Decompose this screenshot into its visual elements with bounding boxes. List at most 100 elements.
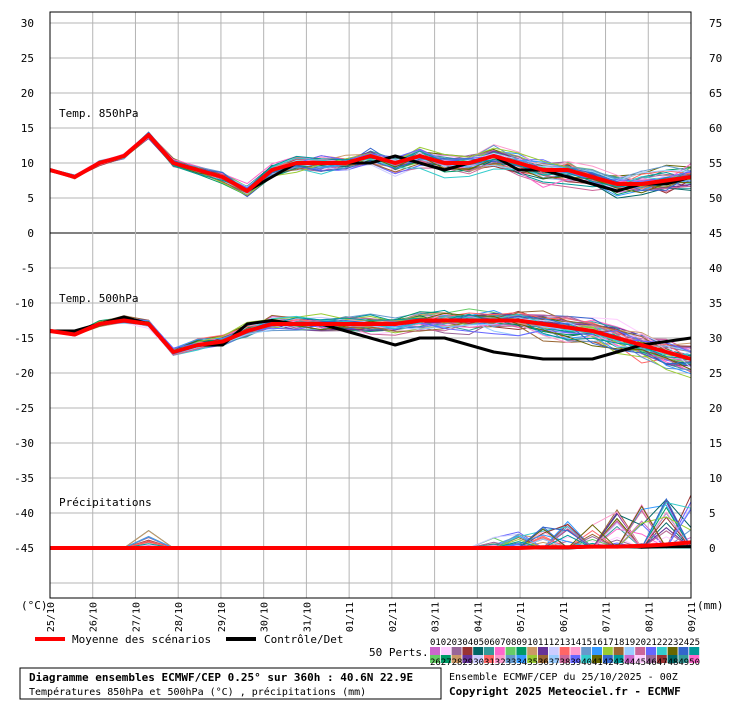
perts-number: 36 (538, 658, 549, 668)
footer-subtitle: Températures 850hPa et 500hPa (°C) , pré… (29, 686, 366, 698)
x-tick-label: 25/10 (46, 602, 57, 632)
perts-swatch (635, 647, 646, 655)
perts-swatch (505, 647, 516, 655)
perts-number: 23 (668, 638, 679, 648)
perts-number: 27 (441, 658, 452, 668)
perts-number: 04 (462, 638, 473, 648)
perts-swatch (667, 647, 678, 655)
perts-swatch (689, 647, 700, 655)
left-tick-label: -20 (14, 367, 34, 380)
right-tick-label: 55 (709, 157, 722, 170)
right-tick-label: 35 (709, 297, 722, 310)
perts-number: 12 (549, 638, 560, 648)
right-tick-label: 75 (709, 17, 722, 30)
perts-swatch (494, 655, 505, 663)
perts-number: 16 (592, 638, 603, 648)
right-tick-label: 40 (709, 262, 722, 275)
left-tick-label: -10 (14, 297, 34, 310)
perts-number: 05 (473, 638, 484, 648)
perts-number: 11 (538, 638, 549, 648)
perts-swatch (667, 655, 678, 663)
x-tick-label: 08/11 (644, 602, 655, 632)
perts-number: 14 (570, 638, 581, 648)
perts-number: 19 (624, 638, 635, 648)
perts-number: 22 (657, 638, 668, 648)
left-tick-label: 20 (21, 87, 34, 100)
x-tick-label: 04/11 (473, 602, 484, 632)
perts-number: 49 (678, 658, 689, 668)
legend-perts-label: 50 Perts. (369, 646, 429, 659)
perts-number: 17 (603, 638, 614, 648)
perts-number: 47 (657, 658, 668, 668)
perts-swatch (613, 647, 624, 655)
perts-number: 48 (668, 658, 679, 668)
left-axis-unit: (°C) (21, 599, 48, 612)
perts-number: 42 (603, 658, 614, 668)
perts-number: 13 (560, 638, 571, 648)
right-tick-label: 20 (709, 402, 722, 415)
perts-swatch (592, 655, 602, 663)
perts-number: 28 (452, 658, 463, 668)
perts-swatch (538, 647, 548, 655)
perts-swatch (516, 647, 527, 655)
perts-number: 31 (484, 658, 495, 668)
perts-swatch (462, 647, 473, 655)
perts-swatch (440, 655, 451, 663)
right-tick-label: 5 (709, 507, 716, 520)
perts-swatch (538, 655, 548, 663)
left-tick-label: -40 (14, 507, 34, 520)
perts-swatch (462, 655, 473, 663)
right-tick-label: 50 (709, 192, 722, 205)
x-tick-label: 29/10 (217, 602, 228, 632)
left-tick-label: 25 (21, 52, 34, 65)
x-tick-label: 01/11 (345, 602, 356, 632)
perts-swatch (624, 655, 635, 663)
grid-layer (49, 12, 692, 598)
perts-number: 15 (581, 638, 592, 648)
perts-number: 01 (430, 638, 441, 648)
x-tick-label: 02/11 (388, 602, 399, 632)
left-tick-label: 0 (27, 227, 34, 240)
perts-swatch (646, 647, 656, 655)
perts-swatch (505, 655, 516, 663)
main-series-layer (49, 133, 692, 550)
footer-copyright: Copyright 2025 Meteociel.fr - ECMWF (449, 685, 681, 698)
right-tick-label: 45 (709, 227, 722, 240)
perts-swatch (678, 655, 689, 663)
perts-swatch (473, 655, 484, 663)
right-tick-label: 70 (709, 52, 722, 65)
member-t850-line (49, 133, 692, 199)
perts-number: 32 (495, 658, 506, 668)
x-tick-label: 27/10 (131, 602, 142, 632)
left-tick-label: 5 (27, 192, 34, 205)
perts-number: 21 (646, 638, 657, 648)
perts-number: 18 (614, 638, 625, 648)
right-tick-label: 30 (709, 332, 722, 345)
right-tick-label: 60 (709, 122, 722, 135)
perts-swatch (527, 647, 538, 655)
x-tick-label: 26/10 (89, 602, 100, 632)
perts-number: 33 (506, 658, 517, 668)
perts-number: 50 (689, 658, 700, 668)
perts-swatch (581, 647, 592, 655)
perts-number: 02 (441, 638, 452, 648)
panel-label-t500: Temp. 500hPa (59, 292, 138, 305)
right-tick-label: 25 (709, 367, 722, 380)
perts-number: 25 (689, 638, 700, 648)
perts-number: 45 (635, 658, 646, 668)
perts-swatch (440, 647, 451, 655)
footer-title: Diagramme ensembles ECMWF/CEP 0.25° sur … (29, 671, 413, 684)
x-tick-label: 28/10 (174, 602, 185, 632)
right-tick-label: 65 (709, 87, 722, 100)
right-tick-label: 0 (709, 542, 716, 555)
right-tick-label: 15 (709, 437, 722, 450)
perts-swatch (624, 647, 635, 655)
perts-number: 44 (624, 658, 635, 668)
mean-precip-line (50, 540, 692, 550)
perts-swatch (656, 655, 667, 663)
left-tick-label: 10 (21, 157, 34, 170)
perts-swatch (602, 655, 613, 663)
x-tick-label: 07/11 (602, 602, 613, 632)
